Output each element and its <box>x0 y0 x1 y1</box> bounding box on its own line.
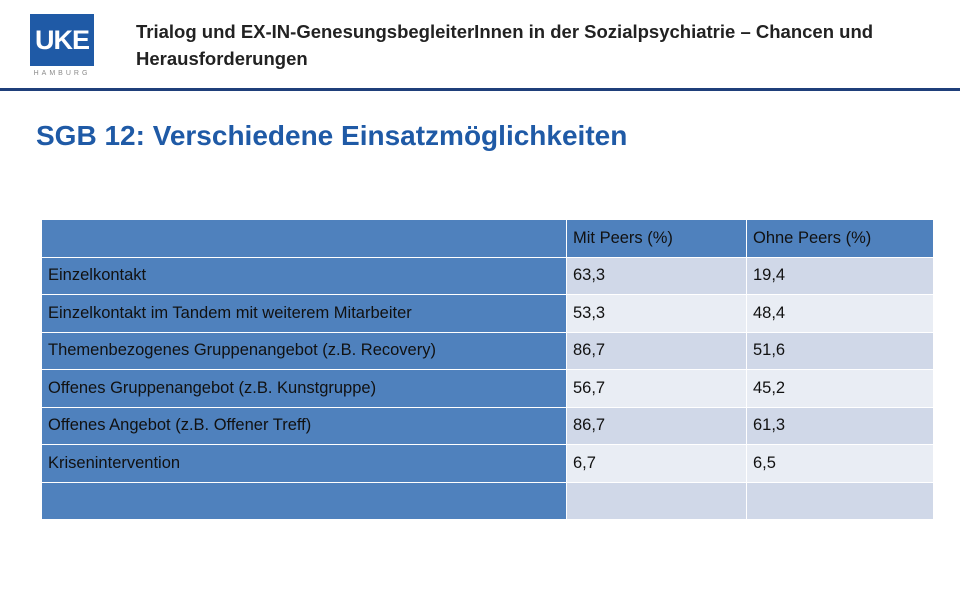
row-label-cell: Einzelkontakt im Tandem mit weiterem Mit… <box>41 294 567 333</box>
value-cell: 53,3 <box>566 294 747 333</box>
table-row: Offenes Angebot (z.B. Offener Treff) 86,… <box>41 406 934 445</box>
row-label-cell: Krisenintervention <box>41 444 567 483</box>
table-header-cell: Ohne Peers (%) <box>746 219 934 258</box>
header-divider <box>0 88 960 91</box>
uke-logo-mark: UKE <box>30 14 94 66</box>
row-label-cell: Offenes Angebot (z.B. Offener Treff) <box>41 406 567 445</box>
value-cell: 19,4 <box>746 256 934 295</box>
value-cell <box>746 481 934 520</box>
row-label-cell: Themenbezogenes Gruppenangebot (z.B. Rec… <box>41 331 567 370</box>
value-cell: 86,7 <box>566 406 747 445</box>
table-header-cell <box>41 219 567 258</box>
table-row: Krisenintervention 6,7 6,5 <box>41 444 934 483</box>
data-table: Mit Peers (%) Ohne Peers (%) Einzelkonta… <box>41 219 934 520</box>
value-cell: 56,7 <box>566 369 747 408</box>
table-header-row: Mit Peers (%) Ohne Peers (%) <box>41 219 934 258</box>
table-header-cell: Mit Peers (%) <box>566 219 747 258</box>
value-cell: 51,6 <box>746 331 934 370</box>
presentation-title: Trialog und EX-IN-GenesungsbegleiterInne… <box>136 21 874 69</box>
row-label-cell: Offenes Gruppenangebot (z.B. Kunstgruppe… <box>41 369 567 408</box>
value-cell: 86,7 <box>566 331 747 370</box>
table-row: Themenbezogenes Gruppenangebot (z.B. Rec… <box>41 331 934 370</box>
logo-brand-text: UKE <box>34 24 90 55</box>
value-cell: 61,3 <box>746 406 934 445</box>
value-cell: 6,7 <box>566 444 747 483</box>
table-row: Einzelkontakt im Tandem mit weiterem Mit… <box>41 294 934 333</box>
row-label-cell <box>41 481 567 520</box>
uke-hamburg-logo: UKE HAMBURG <box>28 12 96 80</box>
table-row <box>41 481 934 520</box>
value-cell <box>566 481 747 520</box>
logo-city-text: HAMBURG <box>33 70 91 77</box>
value-cell: 45,2 <box>746 369 934 408</box>
value-cell: 63,3 <box>566 256 747 295</box>
table-row: Offenes Gruppenangebot (z.B. Kunstgruppe… <box>41 369 934 408</box>
table-row: Einzelkontakt 63,3 19,4 <box>41 256 934 295</box>
row-label-cell: Einzelkontakt <box>41 256 567 295</box>
value-cell: 48,4 <box>746 294 934 333</box>
value-cell: 6,5 <box>746 444 934 483</box>
slide-title: SGB 12: Verschiedene Einsatzmöglichkeite… <box>36 120 628 151</box>
